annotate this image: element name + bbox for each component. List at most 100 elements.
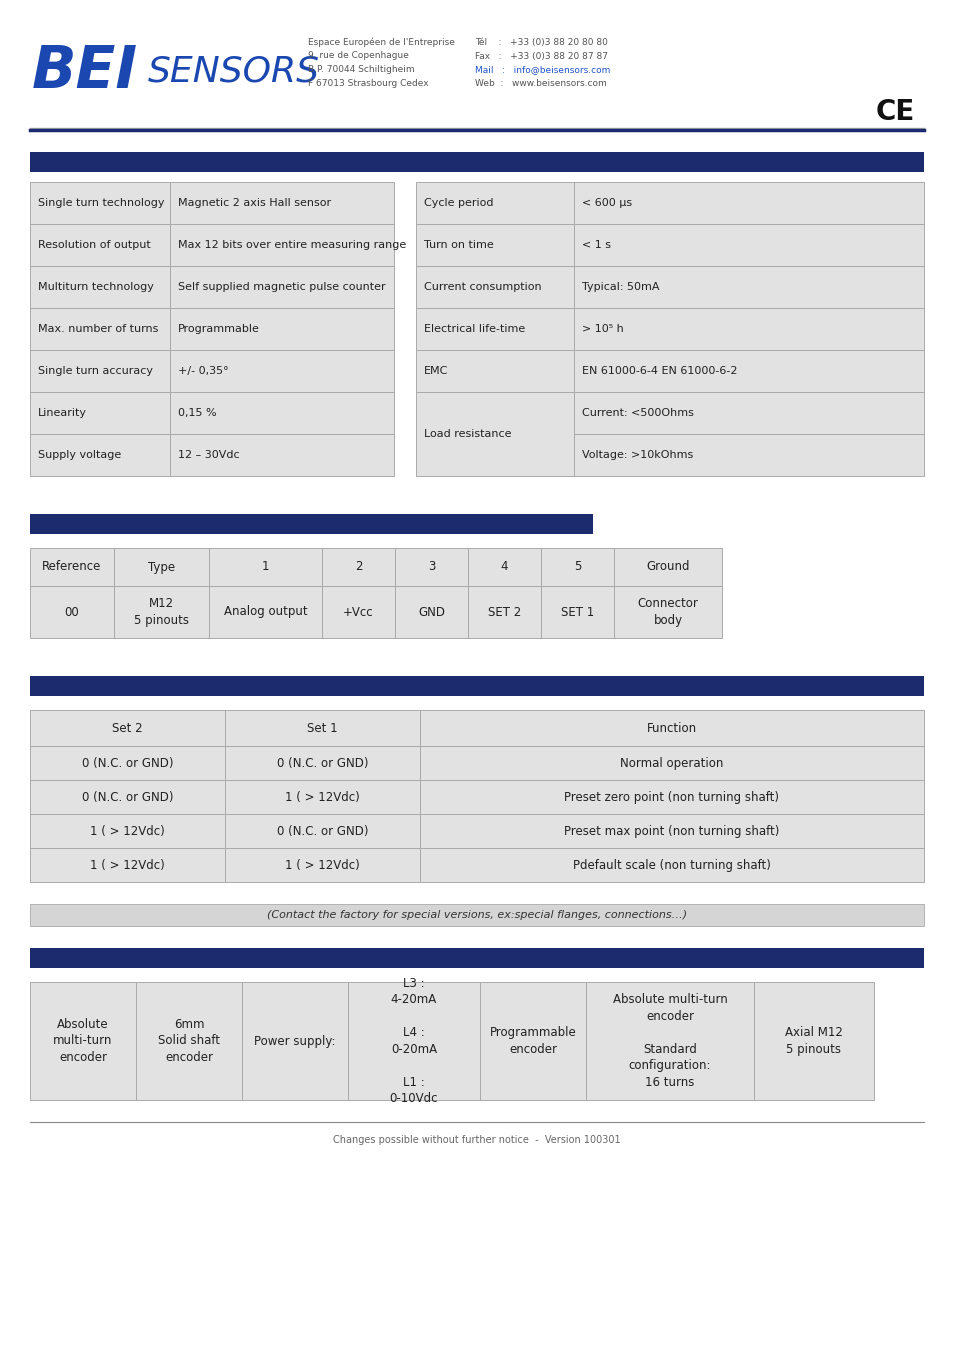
Bar: [348, 981, 479, 1100]
Bar: [574, 350, 923, 392]
Text: Web  :   www.beisensors.com: Web : www.beisensors.com: [475, 80, 606, 89]
Text: Programmable: Programmable: [178, 324, 259, 333]
Text: 2: 2: [355, 560, 362, 574]
Bar: [468, 586, 540, 639]
Bar: [468, 548, 540, 586]
Bar: [30, 548, 113, 586]
Text: Max. number of turns: Max. number of turns: [38, 324, 158, 333]
Text: F 67013 Strasbourg Cedex: F 67013 Strasbourg Cedex: [308, 80, 428, 89]
Text: Set 2: Set 2: [112, 721, 143, 734]
Bar: [30, 392, 170, 433]
Bar: [113, 548, 209, 586]
Bar: [136, 981, 242, 1100]
Text: Type: Type: [148, 560, 175, 574]
Bar: [225, 814, 419, 848]
Text: Normal operation: Normal operation: [619, 756, 723, 770]
Text: Fax   :   +33 (0)3 88 20 87 87: Fax : +33 (0)3 88 20 87 87: [475, 51, 607, 61]
Bar: [30, 586, 113, 639]
Bar: [574, 433, 923, 477]
Bar: [416, 308, 574, 350]
Text: 1 ( > 12Vdc): 1 ( > 12Vdc): [90, 825, 165, 837]
Bar: [209, 548, 322, 586]
Text: < 1 s: < 1 s: [581, 240, 610, 250]
Text: Mail   :   info@beisensors.com: Mail : info@beisensors.com: [475, 66, 610, 74]
Text: Tél    :   +33 (0)3 88 20 80 80: Tél : +33 (0)3 88 20 80 80: [475, 38, 607, 46]
Text: Preset zero point (non turning shaft): Preset zero point (non turning shaft): [564, 791, 779, 803]
Text: Single turn accuracy: Single turn accuracy: [38, 366, 152, 377]
Bar: [30, 848, 225, 882]
Bar: [170, 266, 394, 308]
Bar: [419, 848, 923, 882]
Text: Single turn technology: Single turn technology: [38, 198, 164, 208]
Text: Reference: Reference: [42, 560, 102, 574]
Text: Function: Function: [646, 721, 697, 734]
Bar: [30, 676, 923, 697]
Text: 3: 3: [427, 560, 435, 574]
Text: Set 1: Set 1: [307, 721, 337, 734]
Bar: [753, 981, 873, 1100]
Bar: [416, 266, 574, 308]
Bar: [170, 182, 394, 224]
Bar: [395, 586, 468, 639]
Text: 1: 1: [261, 560, 269, 574]
Bar: [30, 433, 170, 477]
Text: Espace Européen de l'Entreprise: Espace Européen de l'Entreprise: [308, 38, 455, 47]
Text: Ground: Ground: [645, 560, 689, 574]
Text: (Contact the factory for special versions, ex:special flanges, connections…): (Contact the factory for special version…: [267, 910, 686, 919]
Text: 0 (N.C. or GND): 0 (N.C. or GND): [276, 756, 368, 770]
Bar: [170, 392, 394, 433]
Bar: [419, 780, 923, 814]
Bar: [30, 514, 593, 535]
Text: 00: 00: [65, 606, 79, 618]
Text: 1 ( > 12Vdc): 1 ( > 12Vdc): [90, 859, 165, 872]
Bar: [30, 308, 170, 350]
Bar: [225, 747, 419, 780]
Text: 1 ( > 12Vdc): 1 ( > 12Vdc): [285, 791, 359, 803]
Text: Turn on time: Turn on time: [423, 240, 494, 250]
Text: 4: 4: [500, 560, 508, 574]
Bar: [614, 586, 721, 639]
Bar: [395, 548, 468, 586]
Bar: [170, 433, 394, 477]
Bar: [479, 981, 585, 1100]
Text: EMC: EMC: [423, 366, 448, 377]
Text: 12 – 30Vdc: 12 – 30Vdc: [178, 450, 239, 460]
Bar: [30, 350, 170, 392]
Text: Axial M12
5 pinouts: Axial M12 5 pinouts: [784, 1026, 842, 1056]
Text: B.P. 70044 Schiltigheim: B.P. 70044 Schiltigheim: [308, 66, 415, 74]
Text: Current: <500Ohms: Current: <500Ohms: [581, 408, 693, 418]
Bar: [30, 710, 225, 747]
Text: EN 61000-6-4 EN 61000-6-2: EN 61000-6-4 EN 61000-6-2: [581, 366, 737, 377]
Text: Cycle period: Cycle period: [423, 198, 493, 208]
Bar: [419, 747, 923, 780]
Bar: [419, 814, 923, 848]
Bar: [209, 586, 322, 639]
Bar: [30, 981, 136, 1100]
Text: +/- 0,35°: +/- 0,35°: [178, 366, 229, 377]
Bar: [225, 848, 419, 882]
Text: SET 1: SET 1: [560, 606, 594, 618]
Text: 9, rue de Copenhague: 9, rue de Copenhague: [308, 51, 409, 61]
Text: Current consumption: Current consumption: [423, 282, 541, 292]
Text: Programmable
encoder: Programmable encoder: [489, 1026, 576, 1056]
Bar: [614, 548, 721, 586]
Bar: [416, 350, 574, 392]
Bar: [170, 350, 394, 392]
Bar: [574, 182, 923, 224]
Bar: [170, 308, 394, 350]
Text: Max 12 bits over entire measuring range: Max 12 bits over entire measuring range: [178, 240, 406, 250]
Text: Pdefault scale (non turning shaft): Pdefault scale (non turning shaft): [573, 859, 770, 872]
Text: M12
5 pinouts: M12 5 pinouts: [133, 597, 189, 626]
Bar: [540, 548, 614, 586]
Bar: [419, 710, 923, 747]
Text: < 600 µs: < 600 µs: [581, 198, 632, 208]
Bar: [113, 586, 209, 639]
Text: SET 2: SET 2: [487, 606, 520, 618]
Text: GND: GND: [417, 606, 444, 618]
Bar: [416, 392, 574, 477]
Bar: [30, 153, 923, 171]
Text: Magnetic 2 axis Hall sensor: Magnetic 2 axis Hall sensor: [178, 198, 331, 208]
Bar: [30, 266, 170, 308]
Bar: [540, 586, 614, 639]
Text: Linearity: Linearity: [38, 408, 87, 418]
